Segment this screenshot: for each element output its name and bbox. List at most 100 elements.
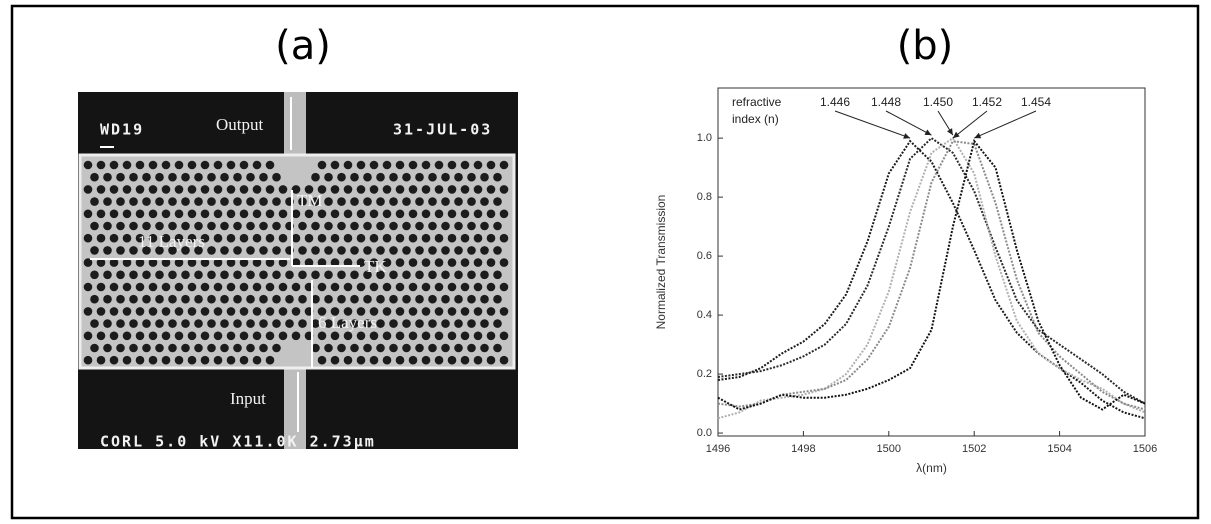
hole (395, 355, 405, 365)
hole (343, 355, 353, 365)
x-tick-label: 1502 (962, 443, 986, 455)
hole (213, 160, 223, 170)
hole (174, 209, 184, 219)
hole (142, 172, 151, 182)
hole (103, 246, 112, 255)
hole (239, 355, 249, 365)
hole (441, 319, 450, 328)
hole (246, 172, 255, 182)
hole (499, 185, 509, 194)
hole (317, 282, 327, 292)
hole (434, 185, 444, 194)
hole (454, 197, 463, 206)
hole (181, 197, 190, 206)
hole (142, 319, 151, 328)
hole (194, 270, 203, 280)
arrow-head (924, 129, 932, 136)
hole (252, 307, 262, 316)
hole (330, 258, 340, 267)
hole (291, 258, 301, 267)
hole (330, 307, 340, 316)
hole (181, 270, 190, 280)
hole (83, 233, 93, 243)
hole (434, 258, 444, 267)
hole (447, 160, 457, 170)
hole (265, 258, 275, 267)
hole (363, 294, 372, 304)
hole (96, 307, 106, 316)
hole (421, 331, 431, 341)
hole (298, 197, 307, 206)
hole (226, 355, 236, 365)
hole (356, 185, 366, 194)
hole (116, 270, 125, 280)
hole (272, 172, 281, 182)
hole (200, 233, 210, 243)
hole (233, 172, 242, 182)
hole (83, 331, 93, 341)
series-label: 1.448 (871, 95, 901, 109)
hole (278, 282, 288, 292)
hole (246, 343, 255, 353)
hole (161, 233, 171, 243)
hole (311, 221, 320, 231)
hole (148, 282, 158, 292)
hole (207, 343, 216, 353)
hole (90, 197, 99, 206)
hole (109, 209, 119, 219)
hole (363, 197, 372, 206)
hole (467, 270, 476, 280)
hole (473, 258, 483, 267)
hole (135, 282, 145, 292)
hole (473, 331, 483, 341)
hole (168, 221, 177, 231)
hole (382, 355, 392, 365)
hole (174, 233, 184, 243)
hole (376, 270, 385, 280)
label-arrow (885, 110, 932, 136)
hole (350, 221, 359, 231)
hole (220, 319, 229, 328)
hole (83, 282, 93, 292)
hole (168, 319, 177, 328)
hole (330, 209, 340, 219)
hole (90, 172, 99, 182)
annotation: index (n) (732, 112, 779, 126)
hole (441, 270, 450, 280)
hole (408, 355, 418, 365)
hole (389, 319, 398, 328)
x-tick-label: 1496 (706, 443, 730, 455)
hole (109, 160, 119, 170)
hole (155, 246, 164, 255)
hole (220, 246, 229, 255)
hole (246, 246, 255, 255)
hole (207, 270, 216, 280)
hole (343, 258, 353, 267)
hole (434, 209, 444, 219)
hole (200, 258, 210, 267)
hole (83, 355, 93, 365)
hole (376, 246, 385, 255)
arrow-head (952, 131, 960, 139)
hole (343, 331, 353, 341)
hole (441, 197, 450, 206)
hole (155, 197, 164, 206)
hole (447, 233, 457, 243)
hole (467, 319, 476, 328)
hole (122, 233, 132, 243)
hole (187, 355, 197, 365)
hole (291, 282, 301, 292)
hole (311, 270, 320, 280)
hole (109, 282, 119, 292)
arrow-head (974, 132, 982, 139)
hole (480, 197, 489, 206)
hole (317, 331, 327, 341)
hole (454, 343, 463, 353)
hole (473, 355, 483, 365)
hole (265, 233, 275, 243)
hole (122, 282, 132, 292)
hole (356, 233, 366, 243)
hole (129, 319, 138, 328)
hole (311, 246, 320, 255)
hole (135, 331, 145, 341)
